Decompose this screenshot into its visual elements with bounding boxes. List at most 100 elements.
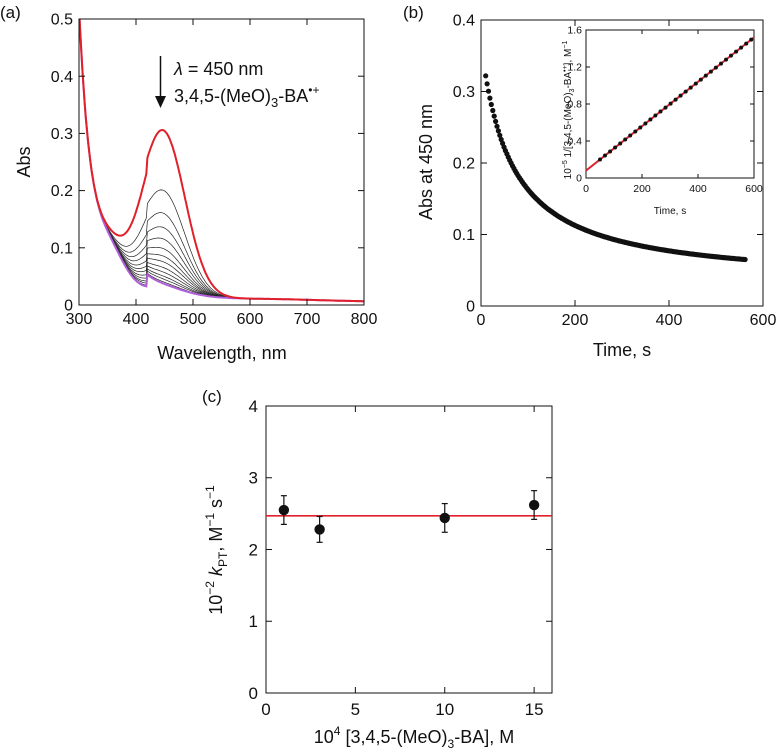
rate-point (439, 512, 450, 524)
c-ylabel-exp: −2 (203, 581, 217, 595)
a-ytick-label: 0.5 (51, 12, 73, 29)
c-xlabel-tail: -BA], M (454, 727, 514, 747)
c-xlabel-text: [3,4,5-(MeO) (340, 727, 447, 747)
panel-a-label: (a) (0, 3, 21, 22)
inset-point (658, 109, 663, 114)
inset-point (734, 49, 739, 54)
a-xtick-label: 800 (351, 311, 378, 328)
inset-ylabel-sub: 3 (569, 88, 576, 92)
rate-point (278, 504, 290, 516)
decay-points (483, 73, 748, 263)
c-ylabel-unit1-exp: −1 (203, 513, 217, 527)
panel-c-label: (c) (202, 387, 222, 406)
species-superscript: •+ (308, 83, 319, 97)
decay-point (497, 132, 503, 138)
inset-point (739, 45, 744, 50)
inset-point (598, 157, 602, 162)
inset-xtick-label: 0 (583, 183, 589, 195)
b-xtick-label: 600 (750, 312, 777, 329)
a-xtick-label: 300 (66, 311, 93, 328)
inset-point (719, 61, 723, 66)
decay-point (491, 113, 497, 119)
inset-point (603, 153, 607, 158)
inset-point (703, 73, 708, 78)
panel-c-plot: 0 5 10 15 0 1 2 3 4 (249, 397, 553, 719)
c-ytick-label: 2 (249, 540, 258, 559)
annotation-wavelength: λ = 450 nm (173, 59, 263, 79)
inset-point (724, 57, 728, 62)
inset-xtick-label: 600 (745, 183, 763, 195)
inset-plot: 0 200 400 600 0 0.4 0.8 1.2 1.6 Time, s 10−5 1/[… (562, 25, 763, 217)
inset-point (688, 85, 693, 90)
inset-point (693, 81, 698, 86)
decay-point (487, 95, 493, 101)
panel-b-plot: 0 200 400 600 0 0.1 0.2 0.3 0.4 0 200 400 600 0 0.4 0.… (453, 13, 777, 329)
panel-c-points (266, 490, 552, 543)
decay-point (490, 107, 496, 114)
b-xtick-label: 200 (562, 312, 589, 329)
species-suffix: -BA (278, 86, 308, 106)
panel-a-frame (78, 18, 365, 306)
decay-point (484, 81, 490, 87)
panel-c-frame (265, 405, 553, 694)
a-ytick-label: 0.4 (51, 69, 73, 86)
a-ytick-label: 0.3 (51, 126, 73, 143)
decay-point (494, 123, 500, 129)
species-name: 3,4,5-(MeO) (174, 86, 271, 106)
inset-point (678, 93, 683, 98)
decay-point (485, 88, 492, 94)
a-xtick-label: 500 (180, 311, 207, 328)
c-ytick-label: 4 (249, 397, 258, 416)
a-xtick-label: 600 (237, 311, 264, 328)
spectrum-curve-initial (79, 19, 364, 303)
panel-c-xlabel: 104 [3,4,5-(MeO)3-BA], M (314, 724, 514, 751)
b-ytick-label: 0.2 (453, 156, 475, 173)
panel-a-ticks: 300 400 500 600 700 800 0 0.1 0.2 0.3 0.4 0.5 (51, 12, 378, 328)
c-xlabel-base: 10 (314, 727, 334, 747)
b-ytick-label: 0.1 (453, 227, 475, 244)
a-ytick-label: 0.2 (51, 183, 73, 200)
panel-b-xlabel: Time, s (593, 340, 651, 360)
inset-ylabel-text2: -BA (563, 72, 574, 89)
inset-point (698, 77, 703, 82)
inset-ylabel-exp: −5 (562, 160, 569, 168)
c-ytick-label: 3 (249, 469, 258, 488)
decay-point (495, 128, 501, 134)
inset-ytick-label: 0.4 (567, 136, 582, 148)
inset-point (708, 69, 713, 74)
spectrum-curve (79, 19, 364, 302)
panel-c-ylabel: 10−2 kPT, M−1 s−1 (203, 485, 230, 615)
species-subscript: 3 (271, 95, 278, 110)
spectra-curves (79, 19, 364, 303)
inset-xlabel: Time, s (654, 206, 686, 217)
inset-xtick-label: 400 (689, 183, 707, 195)
inset-point (668, 101, 673, 106)
c-ylabel-unit2-exp: −1 (203, 485, 217, 499)
inset-ylabel-base: 10 (563, 168, 574, 180)
panel-b-ticks: 0 200 400 600 0 0.1 0.2 0.3 0.4 (453, 13, 777, 329)
b-ytick-label: 0 (466, 299, 475, 316)
c-xlabel-exp: 4 (334, 724, 341, 738)
inset-points (585, 36, 755, 172)
inset-point (653, 113, 658, 118)
inset-point (683, 89, 688, 94)
c-ylabel-k: k (206, 566, 226, 576)
b-xtick-label: 0 (477, 312, 486, 329)
c-xtick-label: 0 (261, 700, 270, 719)
inset-point (613, 145, 618, 150)
c-ylabel-sub: PT (216, 551, 230, 567)
decay-point (493, 118, 499, 124)
decay-point (498, 136, 504, 143)
a-ytick-label: 0 (64, 298, 73, 315)
inset-ytick-label: 0 (576, 173, 582, 185)
inset-point (673, 97, 678, 102)
decay-point (742, 256, 748, 263)
inset-point (638, 125, 643, 130)
rate-point (314, 524, 325, 535)
inset-ytick-label: 1.6 (567, 25, 582, 37)
inset-point (729, 53, 733, 58)
inset-ylabel-sup: •+ (562, 65, 569, 72)
inset-point (608, 149, 613, 154)
inset-ylabel: 10−5 1/[3,4,5-(MeO)3-BA•+], M−1 (562, 41, 576, 180)
